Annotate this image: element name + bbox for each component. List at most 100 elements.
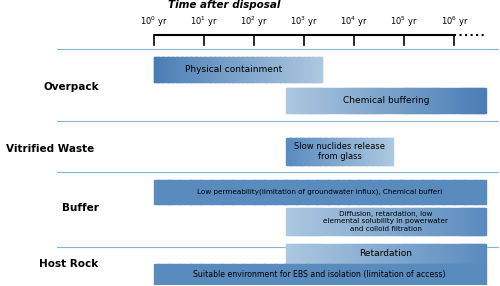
- Bar: [229, 57, 230, 82]
- Bar: [349, 208, 350, 235]
- Bar: [337, 88, 338, 113]
- Bar: [164, 180, 165, 204]
- Bar: [305, 138, 306, 165]
- Bar: [301, 264, 302, 285]
- Bar: [411, 244, 412, 264]
- Bar: [187, 264, 188, 285]
- Bar: [244, 264, 246, 285]
- Bar: [436, 244, 437, 264]
- Bar: [427, 208, 428, 235]
- Bar: [440, 264, 442, 285]
- Bar: [305, 208, 306, 235]
- Bar: [425, 244, 426, 264]
- Bar: [293, 138, 294, 165]
- Bar: [449, 244, 450, 264]
- Bar: [476, 208, 477, 235]
- Bar: [386, 244, 387, 264]
- Bar: [450, 88, 451, 113]
- Bar: [380, 138, 381, 165]
- Bar: [274, 264, 276, 285]
- Bar: [336, 180, 338, 204]
- Bar: [442, 244, 443, 264]
- Bar: [391, 208, 392, 235]
- Bar: [401, 244, 402, 264]
- Bar: [458, 180, 459, 204]
- Bar: [372, 180, 374, 204]
- Bar: [354, 244, 355, 264]
- Bar: [351, 138, 352, 165]
- Bar: [296, 57, 298, 82]
- Bar: [239, 57, 240, 82]
- Bar: [476, 88, 478, 113]
- Bar: [172, 264, 173, 285]
- Bar: [211, 57, 212, 82]
- Bar: [343, 88, 344, 113]
- Bar: [154, 264, 155, 285]
- Bar: [227, 264, 228, 285]
- Bar: [436, 264, 437, 285]
- Bar: [478, 244, 479, 264]
- Bar: [184, 180, 185, 204]
- Bar: [417, 264, 418, 285]
- Bar: [380, 208, 382, 235]
- Bar: [292, 138, 293, 165]
- Bar: [441, 180, 442, 204]
- Bar: [321, 138, 322, 165]
- Bar: [293, 88, 294, 113]
- Bar: [439, 264, 440, 285]
- Bar: [328, 208, 329, 235]
- Bar: [404, 88, 406, 113]
- Bar: [304, 208, 306, 235]
- Bar: [334, 264, 336, 285]
- Bar: [290, 88, 292, 113]
- Bar: [178, 57, 179, 82]
- Bar: [255, 57, 256, 82]
- Bar: [269, 180, 270, 204]
- Bar: [416, 264, 417, 285]
- Bar: [460, 180, 462, 204]
- Bar: [386, 138, 387, 165]
- Bar: [306, 180, 308, 204]
- Bar: [343, 264, 344, 285]
- Bar: [300, 88, 302, 113]
- Bar: [288, 138, 289, 165]
- Bar: [226, 180, 227, 204]
- Bar: [340, 88, 341, 113]
- Bar: [392, 264, 393, 285]
- Bar: [292, 208, 294, 235]
- Bar: [432, 264, 434, 285]
- Bar: [385, 138, 386, 165]
- Bar: [219, 180, 220, 204]
- Bar: [176, 264, 178, 285]
- Bar: [471, 244, 472, 264]
- Bar: [451, 244, 452, 264]
- Bar: [452, 208, 453, 235]
- Bar: [399, 208, 400, 235]
- Bar: [286, 264, 288, 285]
- Bar: [320, 208, 321, 235]
- Bar: [417, 208, 418, 235]
- Bar: [224, 264, 226, 285]
- Bar: [305, 138, 306, 165]
- Bar: [352, 208, 353, 235]
- Bar: [184, 57, 186, 82]
- Bar: [352, 244, 353, 264]
- Bar: [419, 88, 420, 113]
- Bar: [291, 57, 292, 82]
- Bar: [422, 180, 424, 204]
- Bar: [216, 57, 218, 82]
- Bar: [384, 88, 386, 113]
- Bar: [310, 264, 311, 285]
- Bar: [454, 208, 455, 235]
- Bar: [410, 180, 412, 204]
- Bar: [380, 180, 382, 204]
- Bar: [420, 244, 422, 264]
- Bar: [315, 264, 316, 285]
- Text: $10^1$ yr: $10^1$ yr: [190, 15, 218, 29]
- Bar: [427, 88, 428, 113]
- Bar: [228, 57, 229, 82]
- Bar: [362, 138, 363, 165]
- Text: $10^5$ yr: $10^5$ yr: [390, 15, 418, 29]
- Bar: [283, 264, 284, 285]
- Bar: [220, 264, 222, 285]
